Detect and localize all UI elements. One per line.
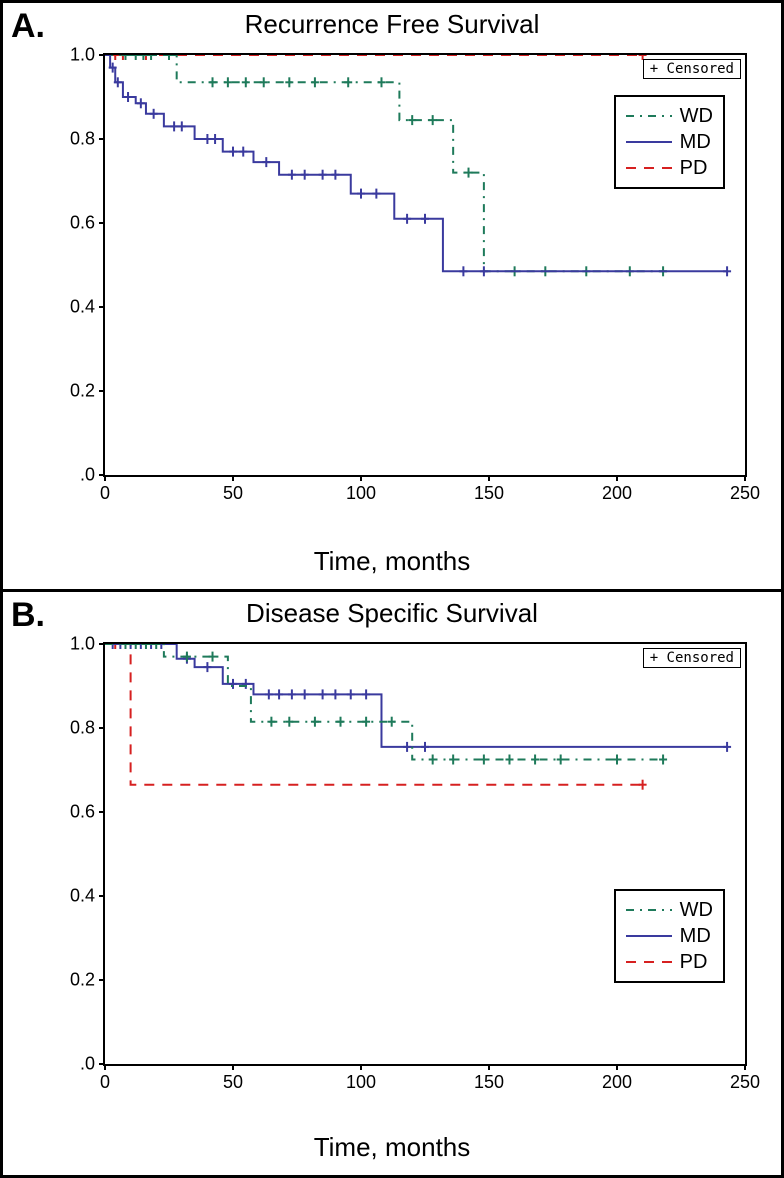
panel-a: A. Recurrence Free Survival Survival pro…	[0, 0, 784, 589]
xtick-label: 150	[474, 483, 504, 504]
panel-b: B. Disease Specific Survival Survival pr…	[0, 589, 784, 1178]
ytick-label: 0.8	[70, 129, 95, 150]
legend-item: WD	[626, 103, 713, 129]
panel-a-letter: A.	[11, 7, 45, 46]
legend-item: PD	[626, 949, 713, 975]
legend-item: WD	[626, 897, 713, 923]
ytick-label: 0.6	[70, 802, 95, 823]
panel-a-xlabel: Time, months	[314, 546, 471, 577]
xtick-label: 50	[223, 1072, 243, 1093]
legend-item: MD	[626, 129, 713, 155]
legend-label: PD	[680, 157, 708, 180]
panel-b-xlabel: Time, months	[314, 1132, 471, 1163]
xtick-label: 250	[730, 1072, 760, 1093]
xtick-label: 150	[474, 1072, 504, 1093]
legend-a: WD MD PD	[614, 95, 725, 189]
legend-label: WD	[680, 105, 713, 128]
panel-b-title: Disease Specific Survival	[246, 598, 538, 629]
panel-a-title: Recurrence Free Survival	[245, 9, 540, 40]
xtick-label: 200	[602, 483, 632, 504]
ytick-label: .0	[80, 1054, 95, 1075]
ytick-label: 0.2	[70, 970, 95, 991]
xtick-label: 0	[100, 483, 110, 504]
censored-legend-b: + Censored	[643, 648, 741, 668]
panel-b-letter: B.	[11, 596, 45, 635]
ytick-label: 1.0	[70, 45, 95, 66]
ytick-label: 0.4	[70, 297, 95, 318]
ytick-label: .0	[80, 465, 95, 486]
legend-label: WD	[680, 899, 713, 922]
ytick-label: 1.0	[70, 634, 95, 655]
xtick-label: 100	[346, 483, 376, 504]
censored-legend-a: + Censored	[643, 59, 741, 79]
legend-item: PD	[626, 155, 713, 181]
legend-item: MD	[626, 923, 713, 949]
ytick-label: 0.4	[70, 886, 95, 907]
ytick-label: 0.6	[70, 213, 95, 234]
xtick-label: 200	[602, 1072, 632, 1093]
xtick-label: 0	[100, 1072, 110, 1093]
xtick-label: 100	[346, 1072, 376, 1093]
ytick-label: 0.8	[70, 718, 95, 739]
ytick-label: 0.2	[70, 381, 95, 402]
legend-b: WD MD PD	[614, 889, 725, 983]
xtick-label: 250	[730, 483, 760, 504]
xtick-label: 50	[223, 483, 243, 504]
legend-label: MD	[680, 131, 711, 154]
legend-label: PD	[680, 951, 708, 974]
figure: A. Recurrence Free Survival Survival pro…	[0, 0, 784, 1178]
legend-label: MD	[680, 925, 711, 948]
panel-a-plot: + Censored WDMDPD .00.20.40.60.81.005010…	[103, 53, 747, 477]
panel-b-plot: + Censored WDMDPD .00.20.40.60.81.005010…	[103, 642, 747, 1066]
panel-b-svg	[105, 644, 745, 1064]
